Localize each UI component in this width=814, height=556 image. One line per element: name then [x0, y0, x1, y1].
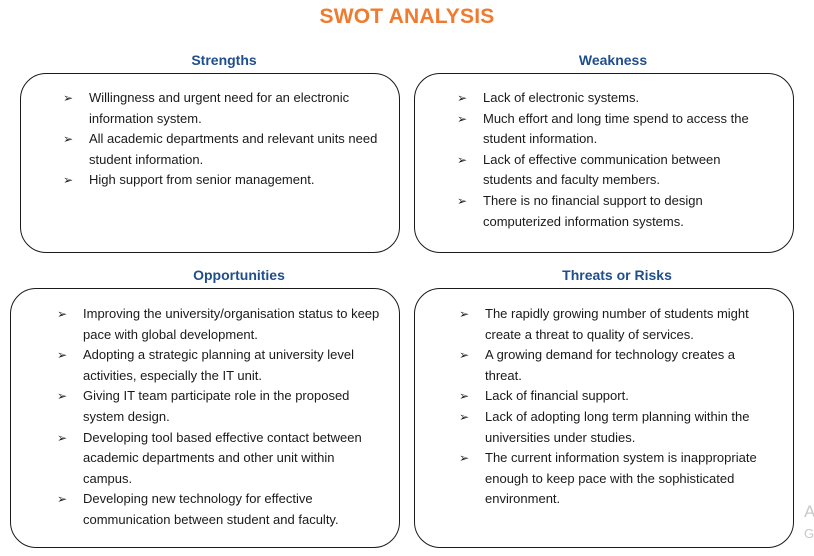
arrow-bullet-icon: ➢: [457, 111, 468, 126]
list-item: ➢ Lack of financial support.: [459, 386, 775, 407]
list-item: ➢ Lack of effective communication between…: [457, 151, 721, 188]
arrow-bullet-icon: ➢: [57, 348, 68, 363]
list-item: ➢ Adopting a strategic planning at univer…: [57, 347, 354, 383]
weakness-box: ➢ Lack of electronic systems. ➢ Much effor…: [414, 73, 794, 253]
list-item: ➢ High support from senior management.: [63, 170, 379, 191]
arrow-bullet-icon: ➢: [57, 389, 68, 404]
threats-list: ➢ The rapidly growing number of students …: [459, 304, 775, 510]
arrow-bullet-icon: ➢: [63, 173, 74, 188]
arrow-bullet-icon: ➢: [459, 409, 470, 424]
list-item: ➢ All academic departments and relevant u…: [63, 131, 378, 167]
page-title: SWOT ANALYSIS: [319, 5, 495, 28]
list-item: ➢ The current information system is inapp…: [459, 450, 757, 507]
list-item: ➢ Lack of adopting long term planning wit…: [459, 408, 750, 445]
arrow-bullet-icon: ➢: [459, 348, 470, 363]
strengths-list: ➢ Willingness and urgent need for an elec…: [63, 88, 379, 191]
arrow-bullet-icon: ➢: [457, 152, 468, 167]
arrow-bullet-icon: ➢: [459, 451, 470, 466]
arrow-bullet-icon: ➢: [57, 492, 68, 507]
arrow-bullet-icon: ➢: [63, 132, 74, 147]
arrow-bullet-icon: ➢: [57, 430, 68, 445]
list-item: ➢ A growing demand for technology creates…: [459, 347, 736, 383]
list-item: ➢ Developing new technology for effective…: [57, 491, 339, 527]
weakness-heading: Weakness: [578, 52, 648, 68]
list-item: ➢ There is no financial support to design…: [457, 192, 703, 229]
arrow-bullet-icon: ➢: [459, 389, 470, 404]
list-item: ➢ The rapidly growing number of students …: [459, 306, 749, 342]
list-item: ➢ Improving the university/organisation s…: [57, 306, 380, 342]
list-item: ➢ Willingness and urgent need for an elec…: [63, 90, 350, 126]
opportunities-list: ➢ Improving the university/organisation s…: [57, 304, 383, 531]
arrow-bullet-icon: ➢: [457, 193, 468, 208]
list-item: ➢ Giving IT team participate role in the …: [57, 388, 350, 424]
opportunities-box: ➢ Improving the university/organisation s…: [10, 288, 400, 548]
weakness-list: ➢ Lack of electronic systems. ➢ Much effor…: [457, 88, 773, 232]
arrow-bullet-icon: ➢: [459, 307, 470, 321]
arrow-bullet-icon: ➢: [457, 91, 468, 105]
arrow-bullet-icon: ➢: [57, 307, 68, 321]
list-item: ➢ Lack of electronic systems.: [457, 88, 773, 109]
opportunities-heading: Opportunities: [193, 267, 285, 283]
watermark-text: G: [804, 526, 814, 541]
watermark-text: A: [804, 502, 814, 521]
strengths-box: ➢ Willingness and urgent need for an elec…: [20, 73, 400, 253]
list-item: ➢ Much effort and long time spend to acce…: [457, 110, 749, 147]
threats-box: ➢ The rapidly growing number of students …: [414, 288, 794, 548]
threats-heading: Threats or Risks: [562, 267, 672, 283]
arrow-bullet-icon: ➢: [63, 91, 74, 105]
strengths-heading: Strengths: [191, 52, 257, 68]
list-item: ➢ Developing tool based effective contact…: [57, 429, 362, 486]
